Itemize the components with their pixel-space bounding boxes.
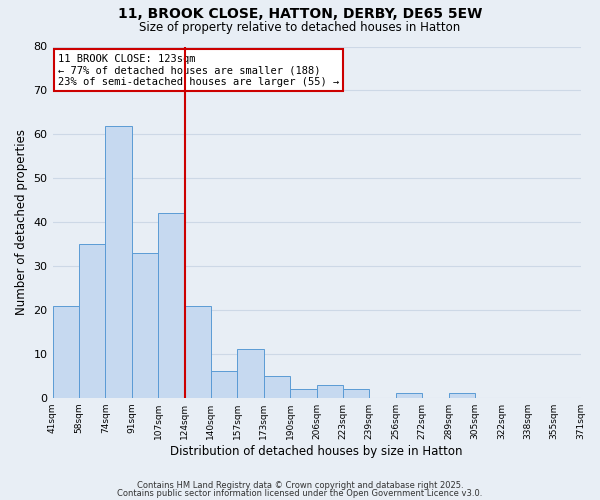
X-axis label: Distribution of detached houses by size in Hatton: Distribution of detached houses by size … — [170, 444, 463, 458]
Bar — [290, 389, 317, 398]
Text: 11 BROOK CLOSE: 123sqm
← 77% of detached houses are smaller (188)
23% of semi-de: 11 BROOK CLOSE: 123sqm ← 77% of detached… — [58, 54, 339, 86]
Text: Size of property relative to detached houses in Hatton: Size of property relative to detached ho… — [139, 21, 461, 34]
Bar — [79, 244, 106, 398]
Text: Contains public sector information licensed under the Open Government Licence v3: Contains public sector information licen… — [118, 488, 482, 498]
Bar — [185, 306, 211, 398]
Bar — [53, 306, 79, 398]
Bar — [211, 372, 238, 398]
Y-axis label: Number of detached properties: Number of detached properties — [15, 129, 28, 315]
Bar — [238, 350, 264, 398]
Bar — [264, 376, 290, 398]
Text: Contains HM Land Registry data © Crown copyright and database right 2025.: Contains HM Land Registry data © Crown c… — [137, 481, 463, 490]
Bar — [449, 394, 475, 398]
Text: 11, BROOK CLOSE, HATTON, DERBY, DE65 5EW: 11, BROOK CLOSE, HATTON, DERBY, DE65 5EW — [118, 8, 482, 22]
Bar — [158, 214, 185, 398]
Bar — [317, 384, 343, 398]
Bar — [106, 126, 132, 398]
Bar — [343, 389, 370, 398]
Bar — [132, 253, 158, 398]
Bar — [396, 394, 422, 398]
